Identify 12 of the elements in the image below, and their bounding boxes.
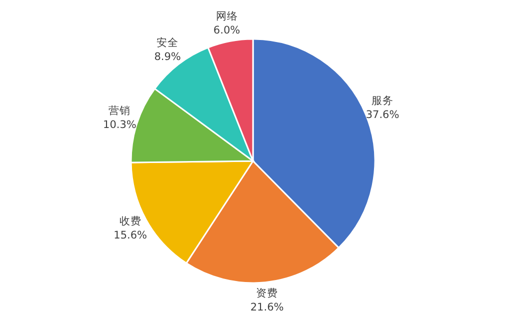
data-label: 37.6% [366,108,400,121]
data-label: 8.9% [154,51,181,64]
slice-label: 营销 [108,104,131,118]
slice-label: 资费 [256,286,278,300]
data-label: 6.0% [213,24,240,36]
slice-label: 服务 [372,94,394,107]
data-label: 21.6% [250,301,284,314]
slice-label: 收费 [119,214,142,228]
data-label: 10.3% [103,119,136,132]
data-label: 15.6% [114,229,148,242]
slice-label: 安全 [156,36,179,50]
slice-label: 网络 [216,10,238,22]
